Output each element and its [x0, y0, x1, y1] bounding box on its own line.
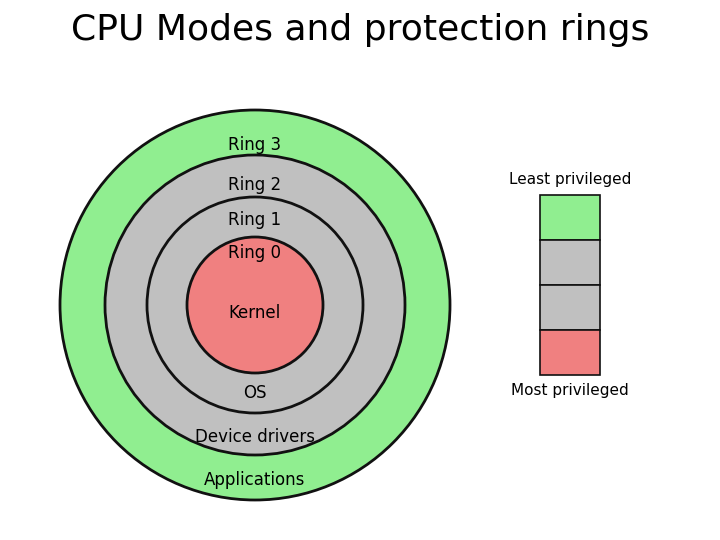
Text: Ring 2: Ring 2 — [228, 176, 282, 194]
Text: Ring 1: Ring 1 — [228, 211, 282, 229]
Circle shape — [60, 110, 450, 500]
Text: Applications: Applications — [204, 471, 306, 489]
Circle shape — [105, 155, 405, 455]
Bar — [540, 240, 600, 285]
Text: CPU Modes and protection rings: CPU Modes and protection rings — [71, 13, 649, 47]
Text: Most privileged: Most privileged — [511, 383, 629, 398]
Text: OS: OS — [243, 384, 266, 402]
Text: Kernel: Kernel — [229, 304, 281, 322]
Text: Least privileged: Least privileged — [509, 172, 631, 187]
Circle shape — [187, 237, 323, 373]
Text: Ring 3: Ring 3 — [228, 136, 282, 154]
Bar — [540, 195, 600, 240]
Text: Ring 0: Ring 0 — [228, 244, 282, 262]
Bar — [540, 330, 600, 375]
Text: Device drivers: Device drivers — [195, 428, 315, 446]
Bar — [540, 285, 600, 330]
Circle shape — [147, 197, 363, 413]
